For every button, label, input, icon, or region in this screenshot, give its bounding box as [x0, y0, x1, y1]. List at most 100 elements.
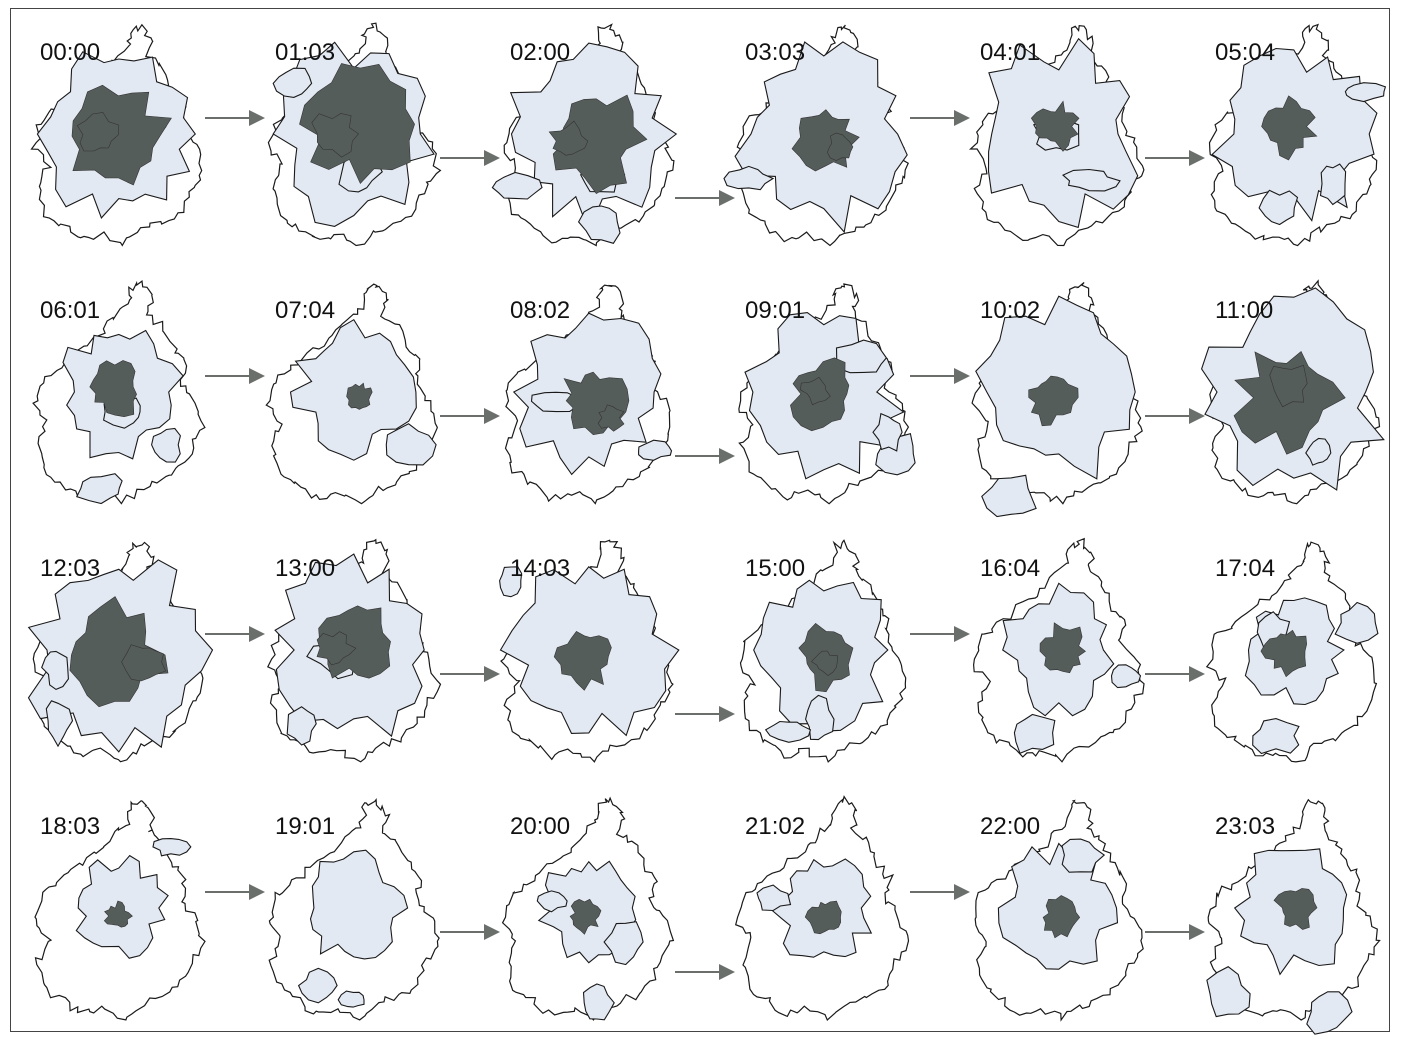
transition-arrow	[205, 626, 265, 642]
light-area	[309, 849, 409, 960]
transition-arrow	[675, 706, 735, 722]
light-patch	[1206, 966, 1251, 1018]
time-label: 21:02	[745, 813, 805, 840]
time-label: 08:02	[510, 297, 570, 324]
dark-area	[346, 382, 373, 410]
light-patch	[499, 566, 523, 598]
transition-arrow	[1145, 924, 1205, 940]
transition-arrow	[205, 884, 265, 900]
transition-arrow	[440, 408, 500, 424]
light-patch	[981, 474, 1037, 518]
map-panel: 13:00	[266, 538, 442, 763]
dark-area	[71, 84, 172, 186]
time-label: 19:01	[275, 813, 335, 840]
dark-area	[804, 900, 842, 935]
map-panel: 17:04	[1205, 541, 1379, 763]
map-panel: 21:02	[734, 795, 910, 1022]
light-patch	[1061, 838, 1106, 873]
dark-area	[1039, 622, 1087, 674]
map-panel: 09:01	[738, 283, 916, 505]
time-label: 07:04	[275, 297, 335, 324]
light-patch	[286, 706, 317, 746]
dark-area	[1042, 895, 1081, 939]
time-label: 01:03	[275, 39, 335, 66]
light-patch	[723, 165, 775, 191]
map-panel: 16:04	[972, 537, 1145, 763]
figure-frame	[10, 8, 1390, 1032]
time-label: 14:03	[510, 555, 570, 582]
dark-patch	[76, 112, 120, 152]
map-panel: 20:00	[501, 796, 675, 1021]
map-panel: 10:02	[971, 282, 1143, 518]
light-patch	[272, 67, 313, 98]
dark-area	[1030, 100, 1080, 152]
light-patch	[835, 339, 888, 374]
transition-arrow	[910, 368, 970, 384]
time-label: 09:01	[745, 297, 805, 324]
transition-arrow	[1145, 150, 1205, 166]
map-panel: 11:00	[1200, 279, 1385, 505]
dark-area	[1028, 375, 1079, 427]
transition-arrow	[1145, 408, 1205, 424]
time-label: 15:00	[745, 555, 805, 582]
light-patch	[41, 650, 69, 691]
light-patch	[1344, 82, 1387, 103]
transition-arrow	[675, 964, 735, 980]
light-patch	[491, 171, 543, 200]
map-panel: 08:02	[504, 284, 673, 505]
map-panel: 04:01	[968, 25, 1145, 247]
dark-patch	[597, 404, 625, 432]
time-label: 11:00	[1215, 297, 1273, 324]
transition-arrow	[675, 448, 735, 464]
time-label: 05:04	[1215, 39, 1275, 66]
dark-patch	[811, 650, 838, 676]
dark-patch	[316, 631, 357, 666]
map-panel: 03:03	[723, 24, 909, 247]
dark-area	[1261, 95, 1318, 161]
light-patch	[872, 412, 903, 452]
map-panel: 22:00	[974, 799, 1144, 1022]
transition-arrow	[910, 110, 970, 126]
time-label: 00:00	[40, 39, 100, 66]
transition-arrow	[440, 666, 500, 682]
dark-patch	[311, 113, 359, 158]
light-patch	[577, 205, 621, 244]
map-panel: 23:03	[1206, 798, 1381, 1035]
light-patch	[603, 921, 644, 966]
dark-patch	[827, 132, 854, 161]
time-label: 03:03	[745, 39, 805, 66]
light-patch	[582, 983, 615, 1021]
light-patch	[1319, 163, 1347, 206]
map-panel: 19:01	[268, 798, 440, 1021]
transition-arrow	[440, 924, 500, 940]
light-patch	[337, 990, 365, 1008]
dark-area	[569, 898, 602, 935]
dark-area	[89, 360, 137, 418]
transition-arrow	[910, 626, 970, 642]
map-panel: 06:01	[32, 279, 206, 505]
map-panel: 07:04	[265, 283, 438, 505]
transition-arrow	[1145, 666, 1205, 682]
light-patch	[1061, 168, 1121, 192]
dark-patch	[800, 376, 831, 406]
dark-area	[299, 63, 415, 185]
time-label: 16:04	[980, 555, 1040, 582]
time-label: 02:00	[510, 39, 570, 66]
map-panel: 12:03	[27, 541, 214, 763]
transition-arrow	[675, 190, 735, 206]
dark-patch	[548, 120, 589, 156]
time-label: 12:03	[40, 555, 100, 582]
map-panel: 14:03	[499, 539, 680, 763]
light-patch	[152, 838, 192, 857]
light-patch	[1258, 189, 1299, 226]
transition-arrow	[205, 368, 265, 384]
light-patch	[45, 700, 74, 748]
light-patch	[151, 427, 181, 463]
light-patch	[1306, 991, 1353, 1035]
light-patch	[1305, 437, 1332, 466]
dark-area	[1273, 888, 1318, 930]
transition-arrow	[205, 110, 265, 126]
light-patch	[76, 473, 123, 505]
transition-arrow	[910, 884, 970, 900]
